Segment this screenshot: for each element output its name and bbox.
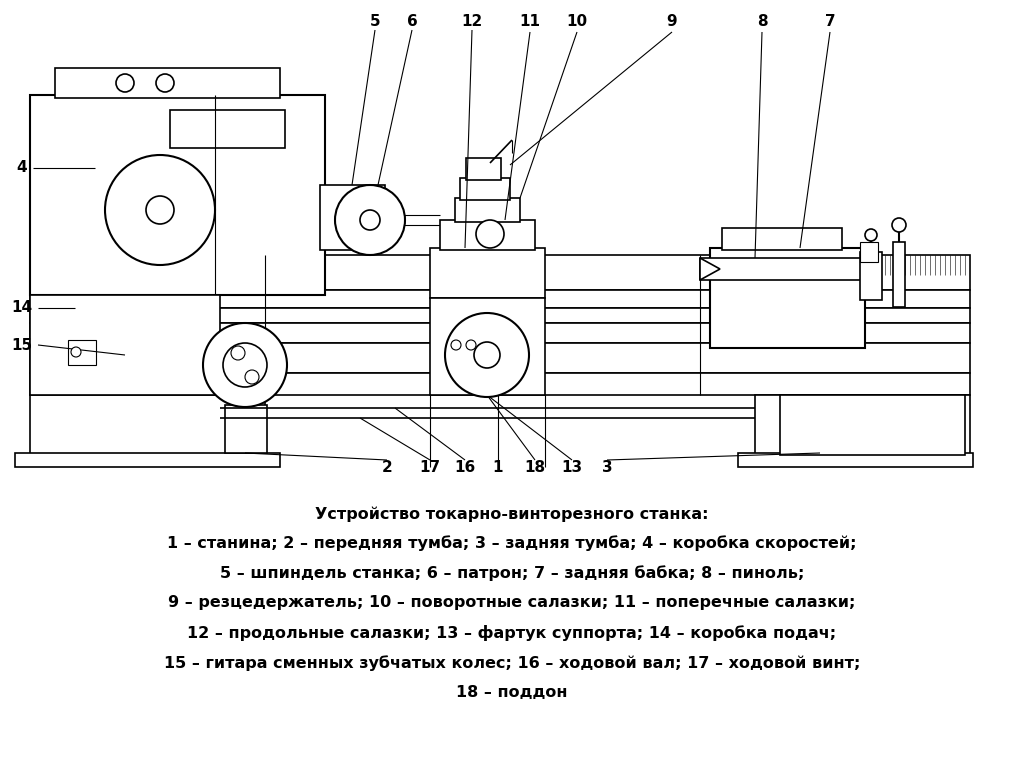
- Circle shape: [335, 185, 406, 255]
- Text: 13: 13: [561, 460, 583, 476]
- Text: 12: 12: [462, 15, 482, 29]
- Text: 5 – шпиндель станка; 6 – патрон; 7 – задняя бабка; 8 – пиноль;: 5 – шпиндель станка; 6 – патрон; 7 – зад…: [220, 565, 804, 581]
- Circle shape: [231, 346, 245, 360]
- Circle shape: [892, 218, 906, 232]
- Circle shape: [146, 196, 174, 224]
- Circle shape: [445, 313, 529, 397]
- Text: 15: 15: [11, 337, 33, 353]
- Bar: [430, 298, 545, 395]
- Text: 7: 7: [824, 15, 836, 29]
- Text: 9 – резцедержатель; 10 – поворотные салазки; 11 – поперечные салазки;: 9 – резцедержатель; 10 – поворотные сала…: [168, 595, 856, 610]
- Text: 1 – станина; 2 – передняя тумба; 3 – задняя тумба; 4 – коробка скоростей;: 1 – станина; 2 – передняя тумба; 3 – зад…: [167, 535, 857, 551]
- Text: 16: 16: [455, 460, 475, 476]
- Bar: [860, 252, 882, 300]
- Text: 11: 11: [519, 15, 541, 29]
- Bar: [55, 68, 280, 98]
- Circle shape: [156, 74, 174, 92]
- Text: 3: 3: [602, 460, 612, 476]
- Text: 9: 9: [667, 15, 677, 29]
- Text: 15 – гитара сменных зубчатых колес; 16 – ходовой вал; 17 – ходовой винт;: 15 – гитара сменных зубчатых колес; 16 –…: [164, 655, 860, 670]
- Bar: [30, 308, 970, 323]
- Bar: [738, 453, 973, 467]
- Bar: [710, 248, 865, 348]
- Circle shape: [474, 342, 500, 368]
- Bar: [30, 290, 970, 308]
- Circle shape: [203, 323, 287, 407]
- Text: 6: 6: [407, 15, 418, 29]
- Circle shape: [466, 340, 476, 350]
- Bar: [30, 255, 970, 290]
- Bar: [30, 95, 325, 295]
- Bar: [68, 340, 96, 365]
- Bar: [260, 340, 270, 395]
- Text: 12 – продольные салазки; 13 – фартук суппорта; 14 – коробка подач;: 12 – продольные салазки; 13 – фартук суп…: [187, 625, 837, 641]
- Circle shape: [245, 370, 259, 384]
- Text: 14: 14: [11, 301, 33, 315]
- Bar: [440, 220, 535, 250]
- Bar: [755, 395, 970, 455]
- Circle shape: [223, 343, 267, 387]
- Bar: [430, 248, 545, 298]
- Bar: [15, 453, 280, 467]
- Circle shape: [476, 220, 504, 248]
- Bar: [30, 373, 970, 395]
- Text: 2: 2: [382, 460, 392, 476]
- Text: 1: 1: [493, 460, 503, 476]
- Bar: [30, 343, 970, 373]
- Bar: [893, 242, 905, 307]
- Text: 18: 18: [524, 460, 546, 476]
- Bar: [722, 228, 842, 250]
- Polygon shape: [700, 258, 720, 280]
- Text: 5: 5: [370, 15, 380, 29]
- Circle shape: [105, 155, 215, 265]
- Bar: [455, 198, 520, 222]
- Text: 4: 4: [16, 160, 28, 176]
- Bar: [460, 178, 510, 200]
- Text: 17: 17: [420, 460, 440, 476]
- Circle shape: [451, 340, 461, 350]
- Bar: [319, 185, 385, 250]
- Circle shape: [116, 74, 134, 92]
- Text: Устройство токарно-винторезного станка:: Устройство токарно-винторезного станка:: [315, 507, 709, 522]
- Text: 10: 10: [566, 15, 588, 29]
- Bar: [170, 110, 285, 148]
- Bar: [30, 295, 220, 395]
- Bar: [860, 242, 878, 262]
- Bar: [700, 258, 874, 280]
- Text: 8: 8: [757, 15, 767, 29]
- Bar: [780, 395, 965, 455]
- Bar: [30, 323, 970, 343]
- Text: 18 – поддон: 18 – поддон: [457, 685, 567, 700]
- Bar: [466, 158, 501, 180]
- Circle shape: [865, 229, 877, 241]
- Circle shape: [360, 210, 380, 230]
- Bar: [30, 395, 265, 455]
- Bar: [225, 405, 267, 453]
- Circle shape: [71, 347, 81, 357]
